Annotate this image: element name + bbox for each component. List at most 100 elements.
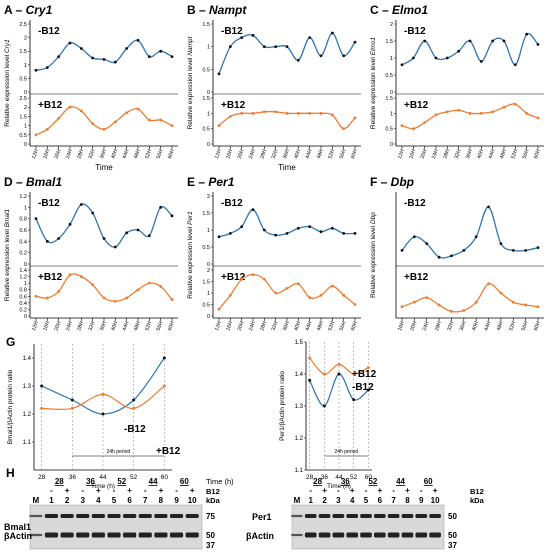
y-tick-label: 0.2 <box>19 307 27 313</box>
panel-title: C – Elmo1 <box>370 3 428 17</box>
data-point <box>450 254 453 258</box>
x-tick-label: 12H <box>31 320 40 331</box>
data-point <box>342 232 346 235</box>
time-axis-label: Time (h) <box>206 477 234 486</box>
lane-label: 8 <box>159 496 164 505</box>
data-point <box>400 249 404 252</box>
blot-band <box>60 514 74 518</box>
data-point <box>525 32 529 36</box>
protein-row-label: βActin <box>246 531 274 541</box>
x-tick-label: 16H <box>397 320 406 331</box>
data-point <box>147 118 151 122</box>
x-tick-label: 48H <box>316 148 325 159</box>
data-point <box>147 234 151 238</box>
x-tick-label: 44H <box>122 148 131 159</box>
y-tick-label: 0.8 <box>19 288 27 294</box>
panel-b: B – Nampt Relative expression level Nampt… <box>187 3 361 172</box>
x-tick-label: 36H <box>99 148 108 159</box>
blot-band <box>185 532 199 538</box>
blot-band <box>185 514 199 518</box>
x-tick-label: 56H <box>339 320 348 331</box>
data-point <box>113 299 117 303</box>
y-tick-label: 2.5 <box>19 96 27 102</box>
blot-band <box>429 514 441 518</box>
y-tick-label: 2 <box>24 36 27 42</box>
blot-band <box>123 532 137 538</box>
x-tick-label: 48H <box>133 320 142 331</box>
series-label: +B12 <box>38 100 63 111</box>
x-tick-label: 32H <box>271 320 280 331</box>
y-tick-label: 1.4 <box>19 268 27 274</box>
blot-band <box>415 532 428 538</box>
data-point <box>170 298 174 301</box>
y-tick-label: 0.5 <box>385 73 393 79</box>
x-tick-label: 44H <box>484 320 493 331</box>
data-point <box>445 110 449 114</box>
y-tick-label: 2 <box>207 268 210 274</box>
blot-band <box>374 514 386 518</box>
lane-label: 5 <box>364 496 369 505</box>
y-tick-label: 1 <box>207 228 210 234</box>
data-point <box>296 111 300 115</box>
series-label: -B12 <box>404 198 426 209</box>
data-point <box>536 305 540 309</box>
data-point <box>228 115 232 118</box>
lane-label: 7 <box>391 496 396 505</box>
y-tick-label: 1.5 <box>19 114 27 120</box>
x-tick-label: 52H <box>327 148 336 159</box>
data-point <box>102 57 106 61</box>
data-point <box>296 282 300 286</box>
data-point <box>462 249 466 252</box>
data-point <box>513 102 517 106</box>
data-point <box>125 296 129 300</box>
lane-label: M <box>294 496 301 505</box>
marker-kda: 75 <box>206 512 215 521</box>
x-tick-label: 56H <box>522 148 531 159</box>
data-point <box>400 305 404 309</box>
b12-sign: + <box>322 486 327 495</box>
data-point <box>450 310 453 313</box>
panel-g: G 1.1 1.2 1.3 1.4 Bmal1/βActin protein ratio 2… <box>6 335 377 490</box>
data-point <box>437 255 441 259</box>
y-tick-label: 0.5 <box>19 133 27 139</box>
series-line <box>218 32 356 75</box>
data-point <box>57 55 61 59</box>
data-point <box>308 378 312 382</box>
data-point <box>162 356 166 360</box>
data-point <box>170 55 174 59</box>
lane-label: 1 <box>309 496 314 505</box>
data-point <box>524 303 528 307</box>
y-tick-label: 0 <box>207 314 210 320</box>
data-point <box>102 237 106 240</box>
series-label: +B12 <box>221 272 246 283</box>
y-axis-label: Relative expression level Bmal1 <box>4 209 11 302</box>
x-tick-label: 60 <box>161 474 169 481</box>
data-point <box>423 39 427 43</box>
protein-row-label: βActin <box>4 531 32 541</box>
data-point <box>68 273 72 277</box>
data-point <box>322 404 326 408</box>
time-label: 52 <box>368 477 377 486</box>
series-label: +B12 <box>404 272 429 283</box>
b12-sign: - <box>309 486 312 495</box>
y-tick-label: 1 <box>390 111 393 117</box>
y-tick-label: 1.4 <box>23 356 32 362</box>
data-point <box>113 120 117 124</box>
data-point <box>308 225 312 229</box>
data-point <box>499 291 503 295</box>
x-tick-label: 40H <box>293 320 302 331</box>
data-point <box>217 235 221 239</box>
x-tick-label: 52H <box>144 320 153 331</box>
data-point <box>136 38 140 42</box>
y-tick-label: 1.2 <box>295 436 304 442</box>
blot-band <box>60 532 74 538</box>
data-point <box>337 372 341 376</box>
blot-band <box>169 514 184 518</box>
data-point <box>34 133 38 137</box>
b12-sign: + <box>190 486 195 495</box>
x-tick-label: 20H <box>54 148 63 159</box>
blot-band <box>401 532 414 538</box>
marker-kda: 50 <box>206 531 215 540</box>
lane-label: 3 <box>336 496 341 505</box>
